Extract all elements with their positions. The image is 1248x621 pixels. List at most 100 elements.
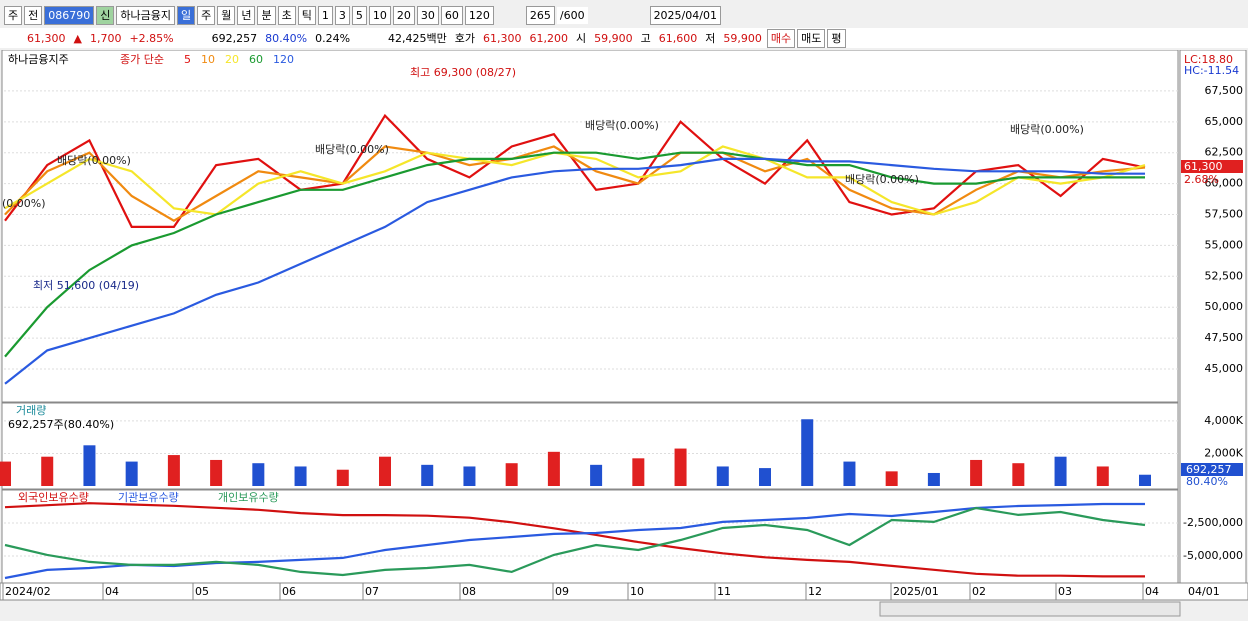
volume-bar [885, 471, 898, 486]
quote-pct: +2.85% [129, 31, 174, 45]
quote-low: 59,900 [723, 31, 762, 45]
legend-entry: 10 [201, 53, 215, 66]
quote-high-label: 고 [640, 31, 651, 45]
volume-bar [41, 456, 54, 486]
y-tick-label: 55,000 [1205, 238, 1244, 251]
x-tick-label: 04 [105, 585, 119, 598]
date-input[interactable]: 2025/04/01 [649, 5, 721, 25]
y-tick-label: 57,500 [1205, 208, 1244, 221]
legend-label: 종가 단순 [120, 53, 164, 66]
legend-entry: 기관보유수량 [118, 491, 179, 504]
quote-high: 61,600 [658, 31, 698, 45]
volume-bar [125, 461, 138, 486]
scrollbar[interactable] [879, 601, 1181, 617]
period-button[interactable]: 초 [277, 5, 296, 25]
volume-bar [1012, 463, 1025, 486]
quote-bid-label: 호가 [454, 31, 476, 45]
y-tick-label: 2,000K [1204, 446, 1243, 459]
axis-panel [1179, 50, 1247, 584]
x-tick-label: 10 [630, 585, 644, 598]
y-tick-label: 50,000 [1205, 300, 1244, 313]
annotation: (0.00%) [2, 197, 46, 210]
x-cursor-label: 04/01 [1188, 585, 1220, 598]
annotation: 배당락(0.00%) [1010, 123, 1084, 136]
y-tick-label: -5,000,000 [1183, 549, 1243, 562]
legend-entry: 개인보유수량 [218, 491, 279, 504]
quote-open-label: 시 [576, 31, 587, 45]
sell-button[interactable]: 매도 [797, 28, 826, 48]
period-button[interactable]: 일 [176, 5, 196, 25]
interval-button[interactable]: 120 [464, 5, 494, 25]
period-button[interactable]: 월 [217, 5, 236, 25]
interval-button[interactable]: 1 [317, 5, 333, 25]
series-line [4, 151, 1145, 358]
series-line [4, 113, 1146, 228]
annotation: 배당락(0.00%) [315, 143, 389, 156]
new-badge: 신 [96, 5, 115, 25]
quote-change: 1,700 [89, 31, 122, 45]
quote-bid: 61,200 [529, 31, 569, 45]
volume-subtitle: 692,257주(80.40%) [8, 418, 114, 431]
volume-bar [590, 464, 603, 486]
avg-button[interactable]: 평 [827, 28, 846, 48]
x-tick-label: 09 [555, 585, 569, 598]
quote-low-label: 저 [705, 31, 716, 45]
y-tick-label: 60,000 [1205, 177, 1244, 190]
legend-entry: 120 [273, 53, 294, 66]
x-tick-label: 11 [717, 585, 731, 598]
volume-bar [716, 466, 729, 486]
quote-volume: 692,257 [211, 31, 258, 45]
count-input[interactable]: 265 [525, 5, 555, 25]
series-line [4, 145, 1146, 222]
period-button[interactable]: 분 [257, 5, 276, 25]
volume-bar [505, 463, 518, 486]
volume-bar [547, 451, 560, 486]
series-line [4, 502, 1145, 578]
count-max: /600 [556, 6, 588, 24]
chart-title: 하나금융지주 [8, 52, 69, 66]
quote-ask: 61,300 [483, 31, 522, 45]
interval-button[interactable]: 60 [440, 5, 463, 25]
series-line [4, 157, 1145, 385]
buy-button[interactable]: 매수 [766, 28, 796, 48]
x-tick-label: 07 [365, 585, 379, 598]
quote-bar: 61,300 ▲ 1,700 +2.85% 692,257 80.40% 0.24% 42,4… [0, 28, 1248, 48]
series-line [4, 145, 1146, 216]
prev-button[interactable]: 전 [24, 5, 43, 25]
x-tick-label: 2025/01 [893, 585, 939, 598]
volume-bar [1096, 466, 1109, 486]
code-input[interactable]: 086790 [44, 5, 95, 25]
y-tick-label: 4,000K [1204, 414, 1243, 427]
volume-bar [927, 472, 940, 486]
volume-bar [210, 459, 223, 486]
right-label: LC:18.80 [1184, 53, 1233, 66]
legend-entry: 5 [184, 53, 191, 66]
legend-entry: 60 [249, 53, 263, 66]
volume-bar [463, 466, 476, 486]
volume-bar [674, 448, 687, 486]
annotation: 배당락(0.00%) [585, 119, 659, 132]
y-tick-label: 67,500 [1205, 84, 1244, 97]
current-price-box [1181, 160, 1243, 173]
volume-bar [1054, 456, 1067, 486]
period-button[interactable]: 주 [197, 5, 216, 25]
price-panel [1, 50, 1179, 403]
period-button[interactable]: 년 [237, 5, 256, 25]
interval-button[interactable]: 5 [351, 5, 367, 25]
volume-bar [801, 419, 814, 486]
annotation: 최고 69,300 (08/27) [410, 66, 516, 79]
market-select[interactable]: 주 [4, 5, 23, 25]
interval-button[interactable]: 3 [334, 5, 350, 25]
x-tick-label: 12 [808, 585, 822, 598]
volume-title: 거래량 [16, 404, 46, 417]
period-button[interactable]: 틱 [297, 5, 316, 25]
x-tick-label: 05 [195, 585, 209, 598]
right-label: 2.68% [1184, 173, 1219, 186]
interval-button[interactable]: 10 [368, 5, 391, 25]
annotation: 배당락(0.00%) [845, 173, 919, 186]
series-line [4, 506, 1146, 577]
volume-bar [167, 455, 180, 486]
interval-button[interactable]: 20 [392, 5, 415, 25]
interval-button[interactable]: 30 [416, 5, 439, 25]
